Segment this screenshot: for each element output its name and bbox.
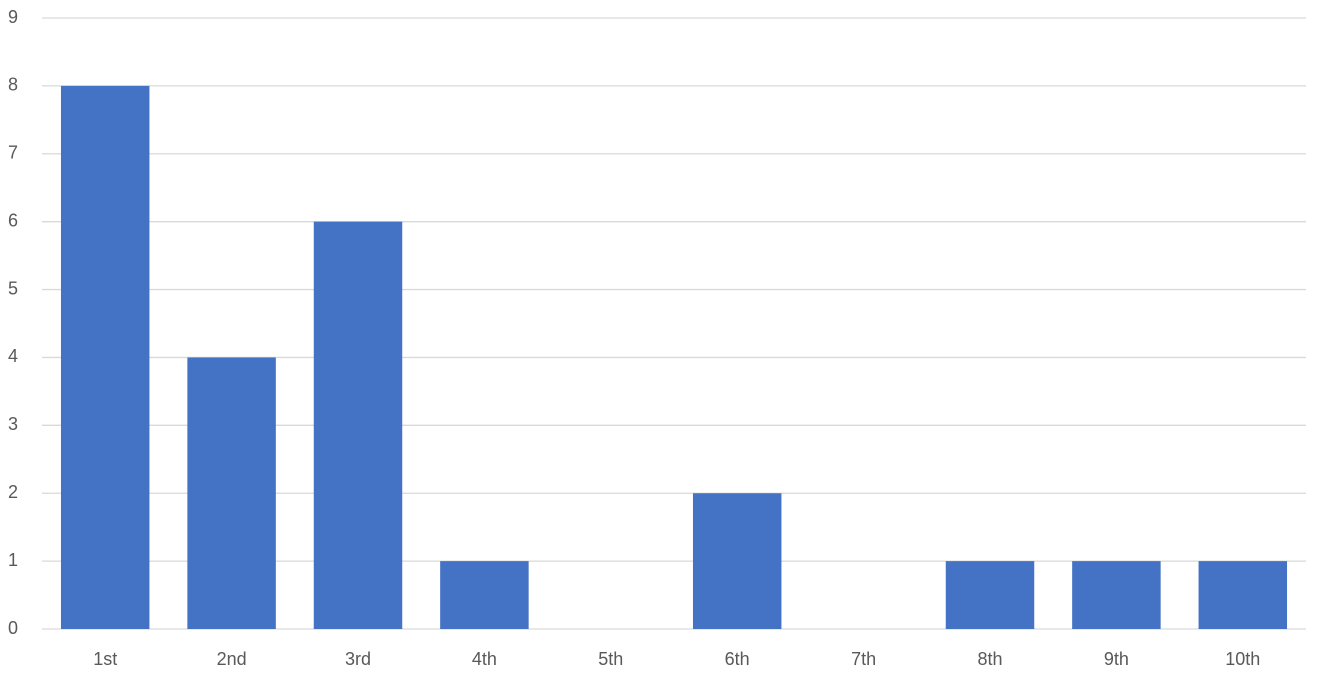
- x-tick-label: 4th: [472, 649, 497, 669]
- x-tick-label: 7th: [851, 649, 876, 669]
- y-tick-label: 6: [8, 210, 18, 230]
- y-tick-label: 3: [8, 414, 18, 434]
- y-tick-label: 0: [8, 618, 18, 638]
- bar: [1072, 561, 1161, 629]
- x-tick-label: 9th: [1104, 649, 1129, 669]
- y-tick-label: 7: [8, 143, 18, 163]
- bar: [187, 357, 276, 629]
- y-tick-label: 4: [8, 346, 18, 366]
- y-tick-label: 1: [8, 550, 18, 570]
- bar: [313, 221, 403, 629]
- x-tick-label: 2nd: [217, 649, 247, 669]
- bar: [692, 493, 782, 629]
- x-tick-label: 3rd: [345, 649, 371, 669]
- x-tick-label: 8th: [977, 649, 1002, 669]
- y-tick-label: 2: [8, 482, 18, 502]
- x-tick-label: 10th: [1225, 649, 1260, 669]
- x-tick-label: 1st: [93, 649, 117, 669]
- bar: [1198, 561, 1288, 629]
- y-tick-label: 8: [8, 75, 18, 95]
- x-tick-label: 6th: [725, 649, 750, 669]
- bar: [440, 561, 529, 629]
- x-tick-label: 5th: [598, 649, 623, 669]
- bar: [945, 561, 1035, 629]
- y-tick-label: 5: [8, 278, 18, 298]
- y-tick-label: 9: [8, 7, 18, 27]
- bar: [60, 85, 150, 629]
